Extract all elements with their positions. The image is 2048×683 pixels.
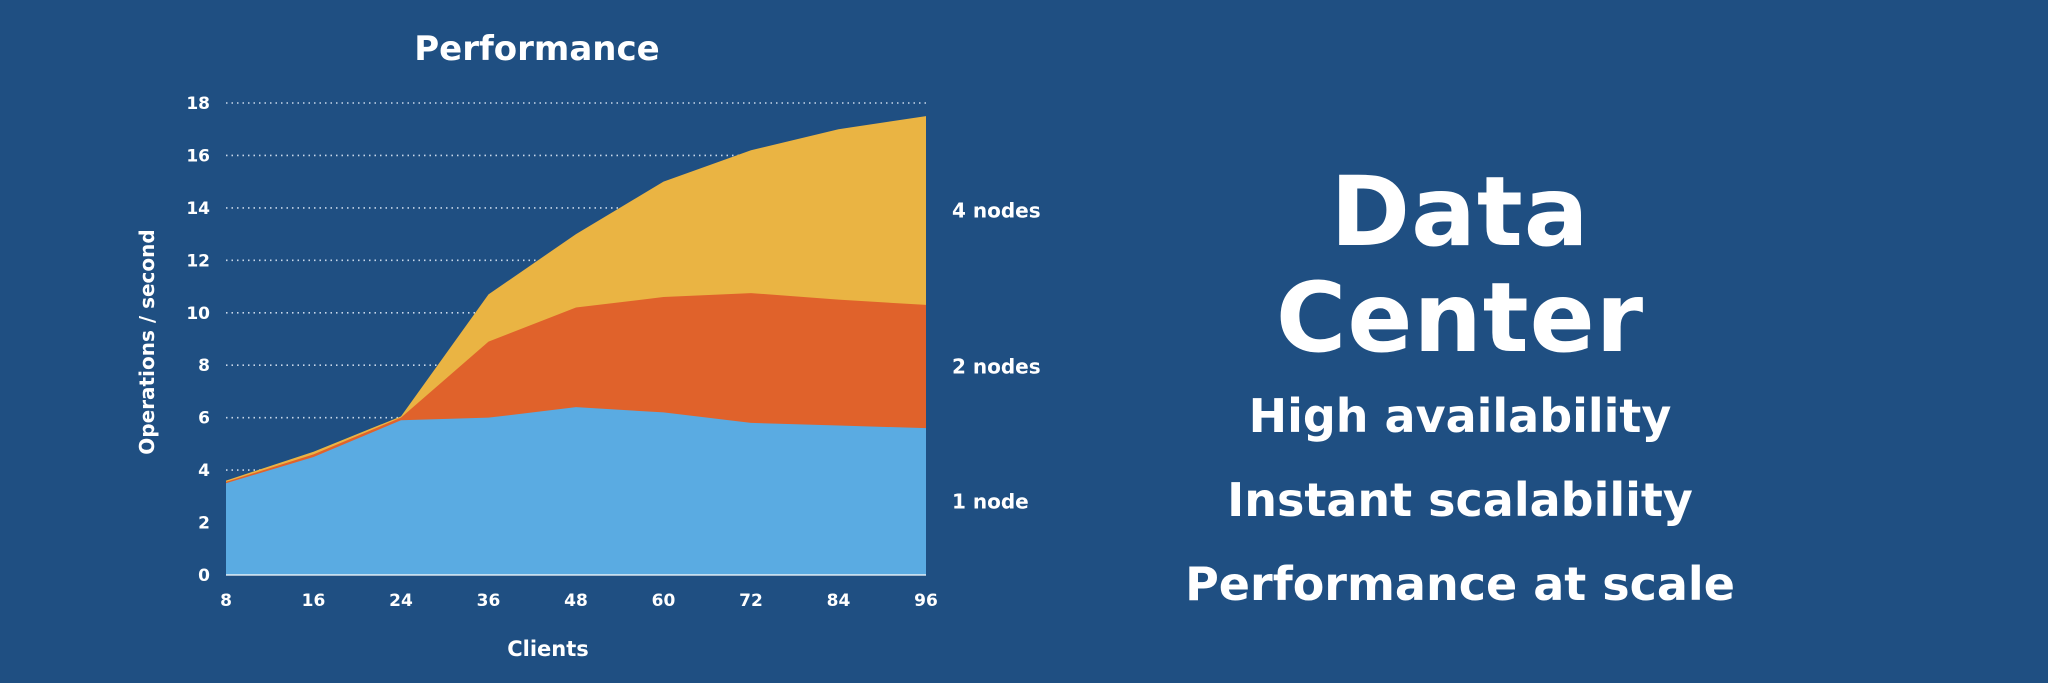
y-tick-label-0: 0 [198,566,210,586]
y-tick-label-18: 18 [186,94,210,114]
headline: Data Center [1275,156,1645,374]
x-tick-label-96: 96 [914,591,938,611]
series-label-2-nodes: 2 nodes [952,355,1041,379]
area-series [226,116,926,576]
x-tick-label-36: 36 [477,591,501,611]
y-tick-label-16: 16 [186,146,210,166]
y-tick-label-2: 2 [198,514,210,534]
x-tick-label-84: 84 [827,591,851,611]
x-tick-labels: 8 16 24 36 48 60 72 84 96 [220,591,938,611]
chart-title: Performance [414,29,659,69]
x-tick-label-16: 16 [302,591,326,611]
feature-performance-at-scale: Performance at scale [1185,557,1735,612]
y-tick-label-10: 10 [186,304,210,324]
y-tick-labels: 0 2 4 6 8 10 12 14 16 18 [186,94,210,586]
x-tick-label-8: 8 [220,591,232,611]
y-tick-label-12: 12 [186,251,210,271]
y-axis-label: Operations / second [135,229,159,454]
feature-instant-scalability: Instant scalability [1227,473,1693,528]
x-tick-label-60: 60 [652,591,676,611]
x-tick-label-24: 24 [389,591,413,611]
y-tick-label-14: 14 [186,199,210,219]
series-label-1-node: 1 node [952,490,1029,514]
x-tick-label-48: 48 [564,591,588,611]
y-tick-label-8: 8 [198,356,210,376]
series-label-4-nodes: 4 nodes [952,199,1041,223]
feature-panel: Data Center High availability Instant sc… [1140,156,1780,645]
y-tick-label-6: 6 [198,409,210,429]
area-1-node [226,407,926,575]
feature-high-availability: High availability [1248,389,1672,444]
series-labels: 1 node 2 nodes 4 nodes [952,199,1041,514]
x-axis-label: Clients [507,637,589,661]
y-tick-label-4: 4 [198,461,210,481]
x-tick-label-72: 72 [739,591,763,611]
